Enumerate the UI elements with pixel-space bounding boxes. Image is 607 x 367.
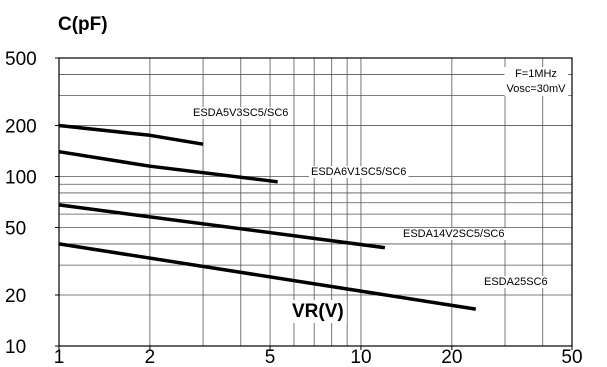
series-label-background <box>309 166 409 178</box>
y-tick-label: 200 <box>5 116 37 137</box>
y-axis-label: C(pF) <box>58 14 108 35</box>
plot-border <box>58 57 573 347</box>
series-label-background <box>482 276 550 288</box>
x-tick-label: 2 <box>145 347 156 367</box>
annotation-frequency: F=1MHz <box>515 68 557 80</box>
axis-label-background <box>289 300 347 323</box>
series-line-4 <box>58 242 477 311</box>
tick-labels: 1 2 5 10 20 50 10 20 50 100 200 500 <box>5 49 583 367</box>
series-line-3 <box>58 203 386 250</box>
series-lines <box>58 123 477 311</box>
series-label-3: ESDA14V2SC5/SC6 <box>403 228 505 240</box>
x-axis-label: VR(V) <box>292 301 344 322</box>
y-tick-label: 100 <box>5 167 37 188</box>
x-tick-label: 50 <box>561 347 582 367</box>
y-tick-label: 50 <box>5 219 26 240</box>
series-label-background <box>401 228 507 240</box>
series-labels: ESDA5V3SC5/SC6 ESDA6V1SC5/SC6 ESDA14V2SC5/… <box>191 107 550 288</box>
series-label-1: ESDA5V3SC5/SC6 <box>193 107 288 119</box>
y-tick-label: 10 <box>5 337 26 358</box>
y-tick-label: 500 <box>5 49 37 70</box>
annotation-background <box>504 67 569 96</box>
series-line-2 <box>58 149 278 184</box>
y-tick-label: 20 <box>5 286 26 307</box>
x-tick-label: 20 <box>441 347 462 367</box>
series-label-background <box>191 107 291 119</box>
series-label-4: ESDA25SC6 <box>484 276 548 288</box>
series-line-1 <box>58 123 204 146</box>
annotation-vosc: Vosc=30mV <box>506 83 566 95</box>
x-tick-label: 1 <box>54 347 65 367</box>
x-tick-label: 5 <box>265 347 276 367</box>
x-tick-label: 10 <box>350 347 371 367</box>
plot-frame <box>58 57 573 347</box>
grid <box>59 58 572 346</box>
series-label-2: ESDA6V1SC5/SC6 <box>311 166 406 178</box>
